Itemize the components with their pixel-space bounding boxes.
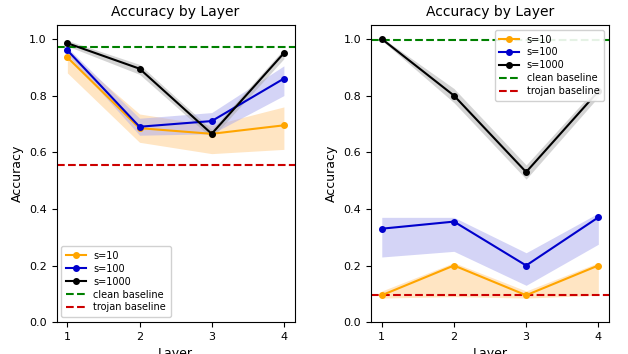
Y-axis label: Accuracy: Accuracy <box>325 145 338 202</box>
Y-axis label: Accuracy: Accuracy <box>11 145 23 202</box>
Legend: s=10, s=100, s=1000, clean baseline, trojan baseline: s=10, s=100, s=1000, clean baseline, tro… <box>62 246 171 317</box>
Title: Accuracy by Layer: Accuracy by Layer <box>426 5 554 19</box>
X-axis label: Layer: Layer <box>158 347 193 354</box>
Title: Accuracy by Layer: Accuracy by Layer <box>112 5 240 19</box>
Legend: s=10, s=100, s=1000, clean baseline, trojan baseline: s=10, s=100, s=1000, clean baseline, tro… <box>495 30 604 101</box>
X-axis label: Layer: Layer <box>472 347 507 354</box>
